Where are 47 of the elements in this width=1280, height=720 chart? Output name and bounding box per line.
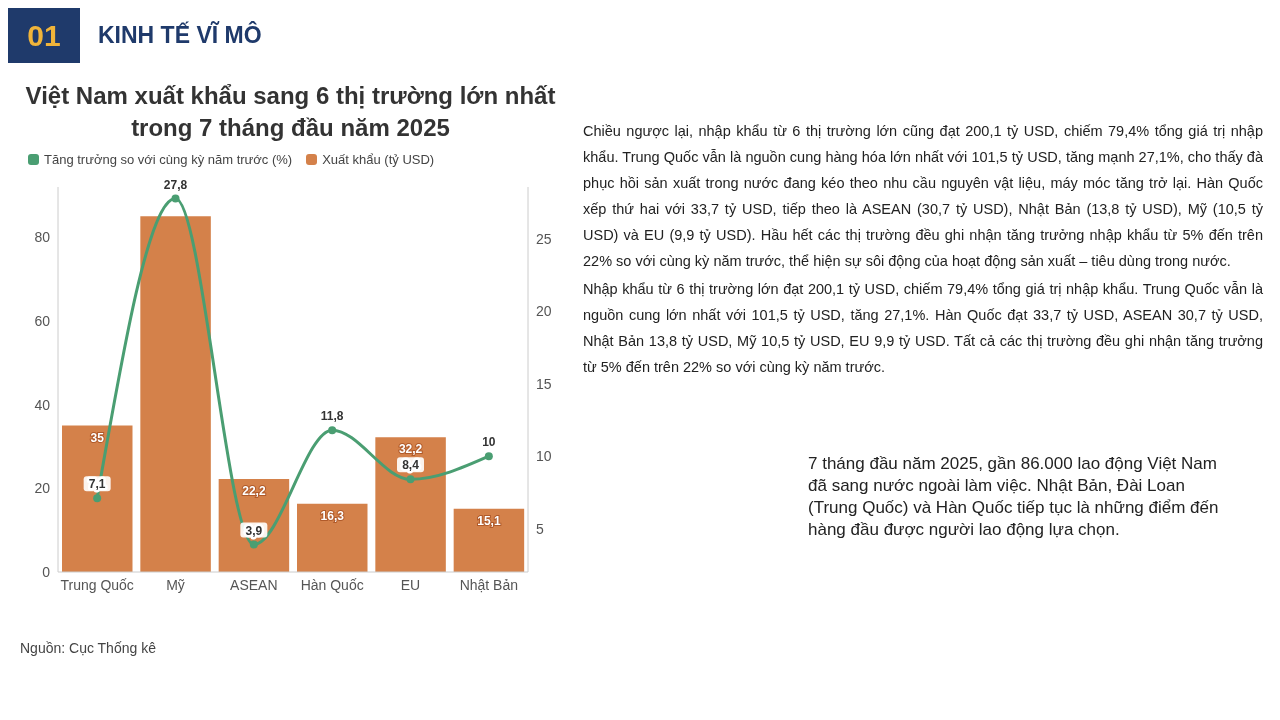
text: 7 tháng đầu năm 2025, gần 86.000 lao động Việt Nam đã sang nước ngoài làm việc. Nhật Bản, Đài Loan (Trung Quốc) và Hàn Quốc tiếp tục là những điểm đến hàng đầu được người lao động lựa chọn. — [808, 453, 1220, 541]
point — [484, 452, 493, 461]
data-label: 35 — [90, 430, 105, 445]
data-label: 32,2 — [398, 442, 423, 457]
point — [93, 494, 102, 503]
text: 01 — [8, 8, 80, 63]
data-label: 11,8 — [320, 409, 344, 424]
y2-tick-label: 5 — [536, 520, 544, 537]
bar — [453, 508, 525, 572]
point — [171, 194, 180, 203]
data-label: 27,8 — [163, 177, 188, 192]
bar — [62, 425, 133, 572]
bar — [297, 503, 368, 572]
x-tick-label: Mỹ — [166, 576, 185, 593]
y-tick-label: 0 — [42, 563, 51, 580]
bar — [375, 437, 446, 572]
data-label: 8,4 — [402, 458, 420, 473]
chart-title: Việt Nam xuất khẩu sang 6 thị trường lớn nhất trong 7 tháng đầu năm 2025 — [24, 81, 557, 143]
data-label: 10 — [482, 435, 496, 450]
text: Nhập khẩu từ 6 thị trường lớn đạt 200,1 tỷ USD, chiếm 79,4% tổng giá trị nhập khẩu. Trung Quốc vẫn là nguồn cung lớn nhất với 101,5 tỷ USD, tăng 27,1%. Hàn Quốc đạt 33,7 tỷ USD, ASEAN 30,7 tỷ USD, Nhật Bản 13,8 tỷ USD, Mỹ 10,5 tỷ USD, EU 9,9 tỷ USD. Tất cả các thị trường đều ghi nhận tăng trưởng từ 5% đến trên 22% so với cùng kỳ năm trước. — [583, 280, 1263, 377]
y2-tick-label: 20 — [536, 303, 552, 320]
y-tick-label: 40 — [34, 396, 51, 413]
y-tick-label: 80 — [34, 229, 51, 246]
point — [406, 475, 415, 484]
y-tick-label: 20 — [34, 480, 51, 497]
x-tick-label: Hàn Quốc — [300, 576, 364, 593]
x-tick-label: EU — [400, 576, 421, 593]
data-label: 3,9 — [245, 523, 263, 538]
x-tick-label: Nhật Bản — [459, 576, 519, 593]
data-label: 16,3 — [320, 508, 345, 523]
text: KINH TẾ VĨ MÔ — [98, 22, 262, 49]
x-tick-label: Trung Quốc — [60, 576, 134, 593]
data-label: 15,1 — [477, 513, 501, 528]
point — [249, 540, 258, 549]
x-tick-label: ASEAN — [230, 576, 278, 593]
data-label: 22,2 — [242, 484, 266, 499]
legend-label: Xuất khẩu (tỷ USD) — [321, 152, 435, 167]
point — [328, 426, 337, 435]
y2-tick-label: 10 — [536, 448, 552, 465]
data-label: 7,1 — [88, 477, 106, 492]
legend-label: Tăng trưởng so với cùng kỳ năm trước (%) — [43, 152, 293, 167]
y2-tick-label: 15 — [536, 375, 552, 392]
text: Nguồn: Cục Thống kê — [20, 640, 156, 656]
y2-tick-label: 25 — [536, 231, 552, 248]
text: Chiều ngược lại, nhập khẩu từ 6 thị trường lớn cũng đạt 200,1 tỷ USD, chiếm 79,4% tổng giá trị nhập khẩu. Trung Quốc vẫn là nguồn cung hàng hóa lớn nhất với 101,5 tỷ USD, tăng mạnh 27,1%, cho thấy đà phục hồi sản xuất trong nước đang kéo theo nhu cầu nguyên vật liệu, máy móc tăng trở lại. Hàn Quốc xếp thứ hai với 33,7 tỷ USD, tiếp theo là ASEAN (30,7 tỷ USD), Nhật Bản (13,8 tỷ USD), Mỹ (10,5 tỷ USD) và EU (9,9 tỷ USD). Hầu hết các thị trường đều ghi nhận tăng trưởng nhập khẩu từ 5% đến trên 22% so với cùng kỳ năm trước, thể hiện sự sôi động của hoạt động sản xuất – tiêu dùng trong nước. — [583, 122, 1263, 271]
y-tick-label: 60 — [34, 312, 51, 329]
bar — [140, 216, 211, 572]
